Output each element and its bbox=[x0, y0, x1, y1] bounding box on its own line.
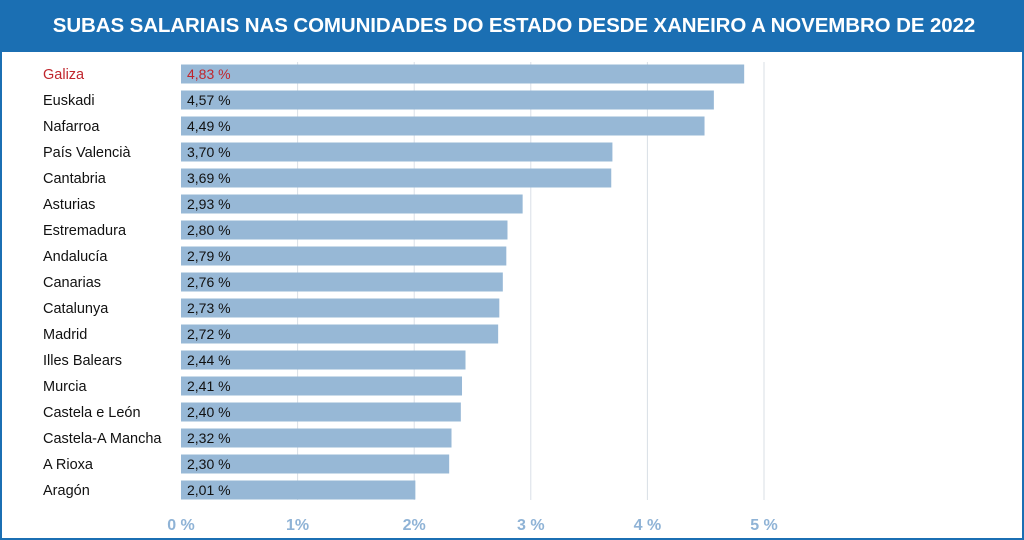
category-label: Galiza bbox=[43, 67, 85, 83]
data-label: 2,93 % bbox=[187, 196, 231, 212]
data-label: 2,32 % bbox=[187, 430, 231, 446]
x-tick-label: 1% bbox=[286, 517, 309, 534]
bar bbox=[181, 272, 503, 292]
bar bbox=[181, 168, 612, 188]
data-label: 2,40 % bbox=[187, 404, 231, 420]
category-label: Catalunya bbox=[43, 301, 109, 317]
bar bbox=[181, 64, 745, 84]
category-label: Illes Balears bbox=[43, 353, 122, 369]
bar bbox=[181, 480, 416, 500]
category-label: País Valencià bbox=[43, 145, 132, 161]
bar bbox=[181, 142, 613, 162]
category-label: Castela e León bbox=[43, 405, 141, 421]
category-label: Murcia bbox=[43, 379, 87, 395]
x-tick-label: 0 % bbox=[167, 517, 195, 534]
x-tick-label: 4 % bbox=[634, 517, 662, 534]
category-label: Nafarroa bbox=[43, 119, 100, 135]
title-banner: SUBAS SALARIAIS NAS COMUNIDADES DO ESTAD… bbox=[2, 0, 1024, 52]
chart-title: SUBAS SALARIAIS NAS COMUNIDADES DO ESTAD… bbox=[52, 14, 976, 37]
category-label: Estremadura bbox=[43, 223, 127, 239]
bar bbox=[181, 194, 523, 214]
category-label: Cantabria bbox=[43, 171, 107, 187]
x-tick-label: 2% bbox=[403, 517, 426, 534]
category-label: Andalucía bbox=[43, 249, 108, 265]
category-label: Aragón bbox=[43, 483, 90, 499]
bar bbox=[181, 402, 461, 422]
data-label: 2,72 % bbox=[187, 326, 231, 342]
bar bbox=[181, 220, 508, 240]
bar bbox=[181, 116, 705, 136]
data-label: 3,70 % bbox=[187, 144, 231, 160]
data-label: 4,83 % bbox=[187, 66, 231, 82]
data-label: 4,49 % bbox=[187, 118, 231, 134]
data-label: 4,57 % bbox=[187, 92, 231, 108]
data-label: 2,30 % bbox=[187, 456, 231, 472]
category-label: Euskadi bbox=[43, 93, 95, 109]
data-label: 2,44 % bbox=[187, 352, 231, 368]
category-label: Canarias bbox=[43, 275, 101, 291]
x-tick-label: 3 % bbox=[517, 517, 545, 534]
data-label: 2,01 % bbox=[187, 482, 231, 498]
bar bbox=[181, 246, 507, 266]
category-label: A Rioxa bbox=[43, 457, 94, 473]
bar bbox=[181, 454, 450, 474]
data-label: 2,73 % bbox=[187, 300, 231, 316]
data-label: 2,41 % bbox=[187, 378, 231, 394]
x-tick-label: 5 % bbox=[750, 517, 778, 534]
bar bbox=[181, 90, 714, 110]
bar bbox=[181, 298, 500, 318]
data-label: 2,80 % bbox=[187, 222, 231, 238]
bar bbox=[181, 376, 463, 396]
bar bbox=[181, 350, 466, 370]
data-label: 2,79 % bbox=[187, 248, 231, 264]
bar bbox=[181, 428, 452, 448]
data-label: 2,76 % bbox=[187, 274, 231, 290]
category-label: Madrid bbox=[43, 327, 87, 343]
category-label: Asturias bbox=[43, 197, 95, 213]
bar bbox=[181, 324, 499, 344]
data-label: 3,69 % bbox=[187, 170, 231, 186]
category-label: Castela-A Mancha bbox=[43, 431, 162, 447]
